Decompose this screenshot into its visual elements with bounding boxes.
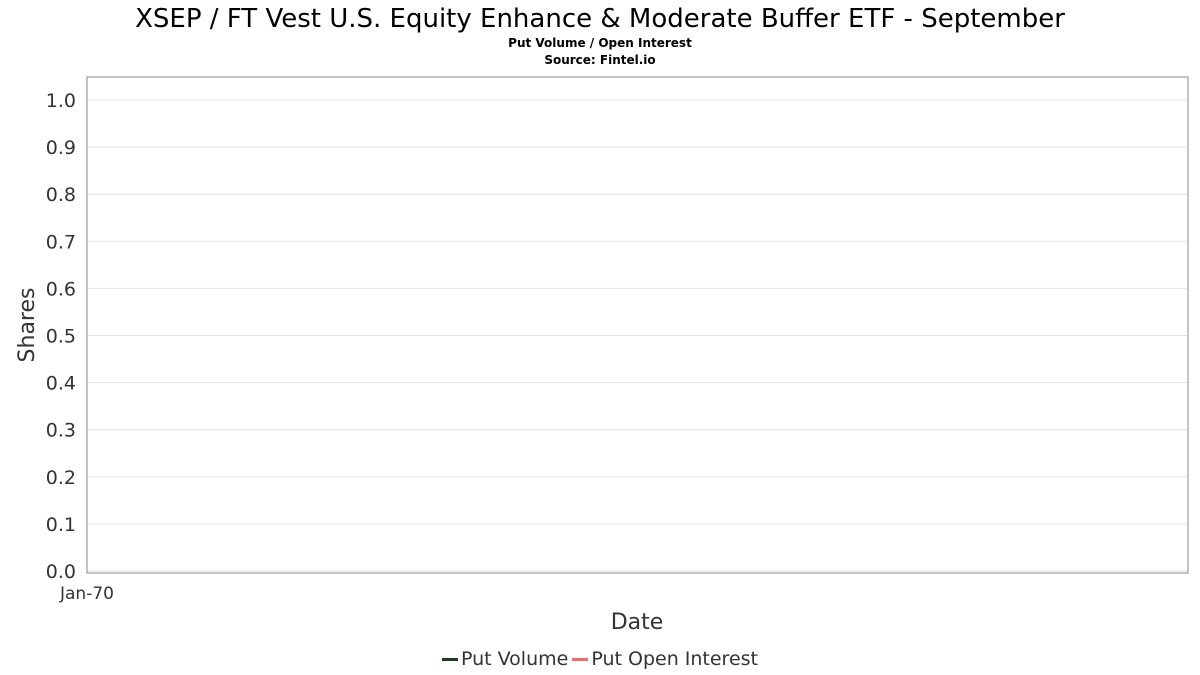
chart-subtitle: Put Volume / Open Interest [508, 36, 692, 50]
legend-label-put-open-interest: Put Open Interest [591, 648, 758, 670]
y-tick-label: 0.4 [46, 373, 76, 395]
y-tick-label: 0.9 [46, 137, 76, 159]
x-tick-labels: Jan-70 [59, 584, 114, 604]
legend: Put Volume Put Open Interest [0, 646, 1200, 672]
x-tick-label: Jan-70 [59, 584, 114, 604]
legend-item-put-open-interest[interactable]: Put Open Interest [572, 648, 758, 670]
y-tick-label: 0.8 [46, 184, 76, 206]
y-tick-label: 0.5 [46, 326, 76, 348]
legend-label-put-volume: Put Volume [461, 648, 569, 670]
y-tick-label: 0.7 [46, 231, 76, 253]
y-axis-label: Shares [15, 288, 40, 363]
y-tick-label: 0.2 [46, 467, 76, 489]
y-tick-label: 0.6 [46, 278, 76, 300]
plot-area [86, 76, 1189, 574]
y-tick-label: 0.1 [46, 514, 76, 536]
chart-title: XSEP / FT Vest U.S. Equity Enhance & Mod… [135, 4, 1065, 34]
legend-item-put-volume[interactable]: Put Volume [442, 648, 568, 670]
legend-swatch-put-open-interest [572, 658, 589, 661]
chart-source: Source: Fintel.io [544, 53, 655, 67]
y-tick-label: 1.0 [46, 90, 76, 112]
y-tick-label: 0.3 [46, 420, 76, 442]
y-tick-label: 0.0 [46, 561, 76, 583]
x-axis-label: Date [611, 610, 664, 635]
y-gridlines [88, 99, 1187, 572]
legend-swatch-put-volume [442, 658, 458, 661]
y-tick-labels: 0.0 0.1 0.2 0.3 0.4 0.5 0.6 0.7 0.8 0.9 1.0 [46, 90, 76, 583]
